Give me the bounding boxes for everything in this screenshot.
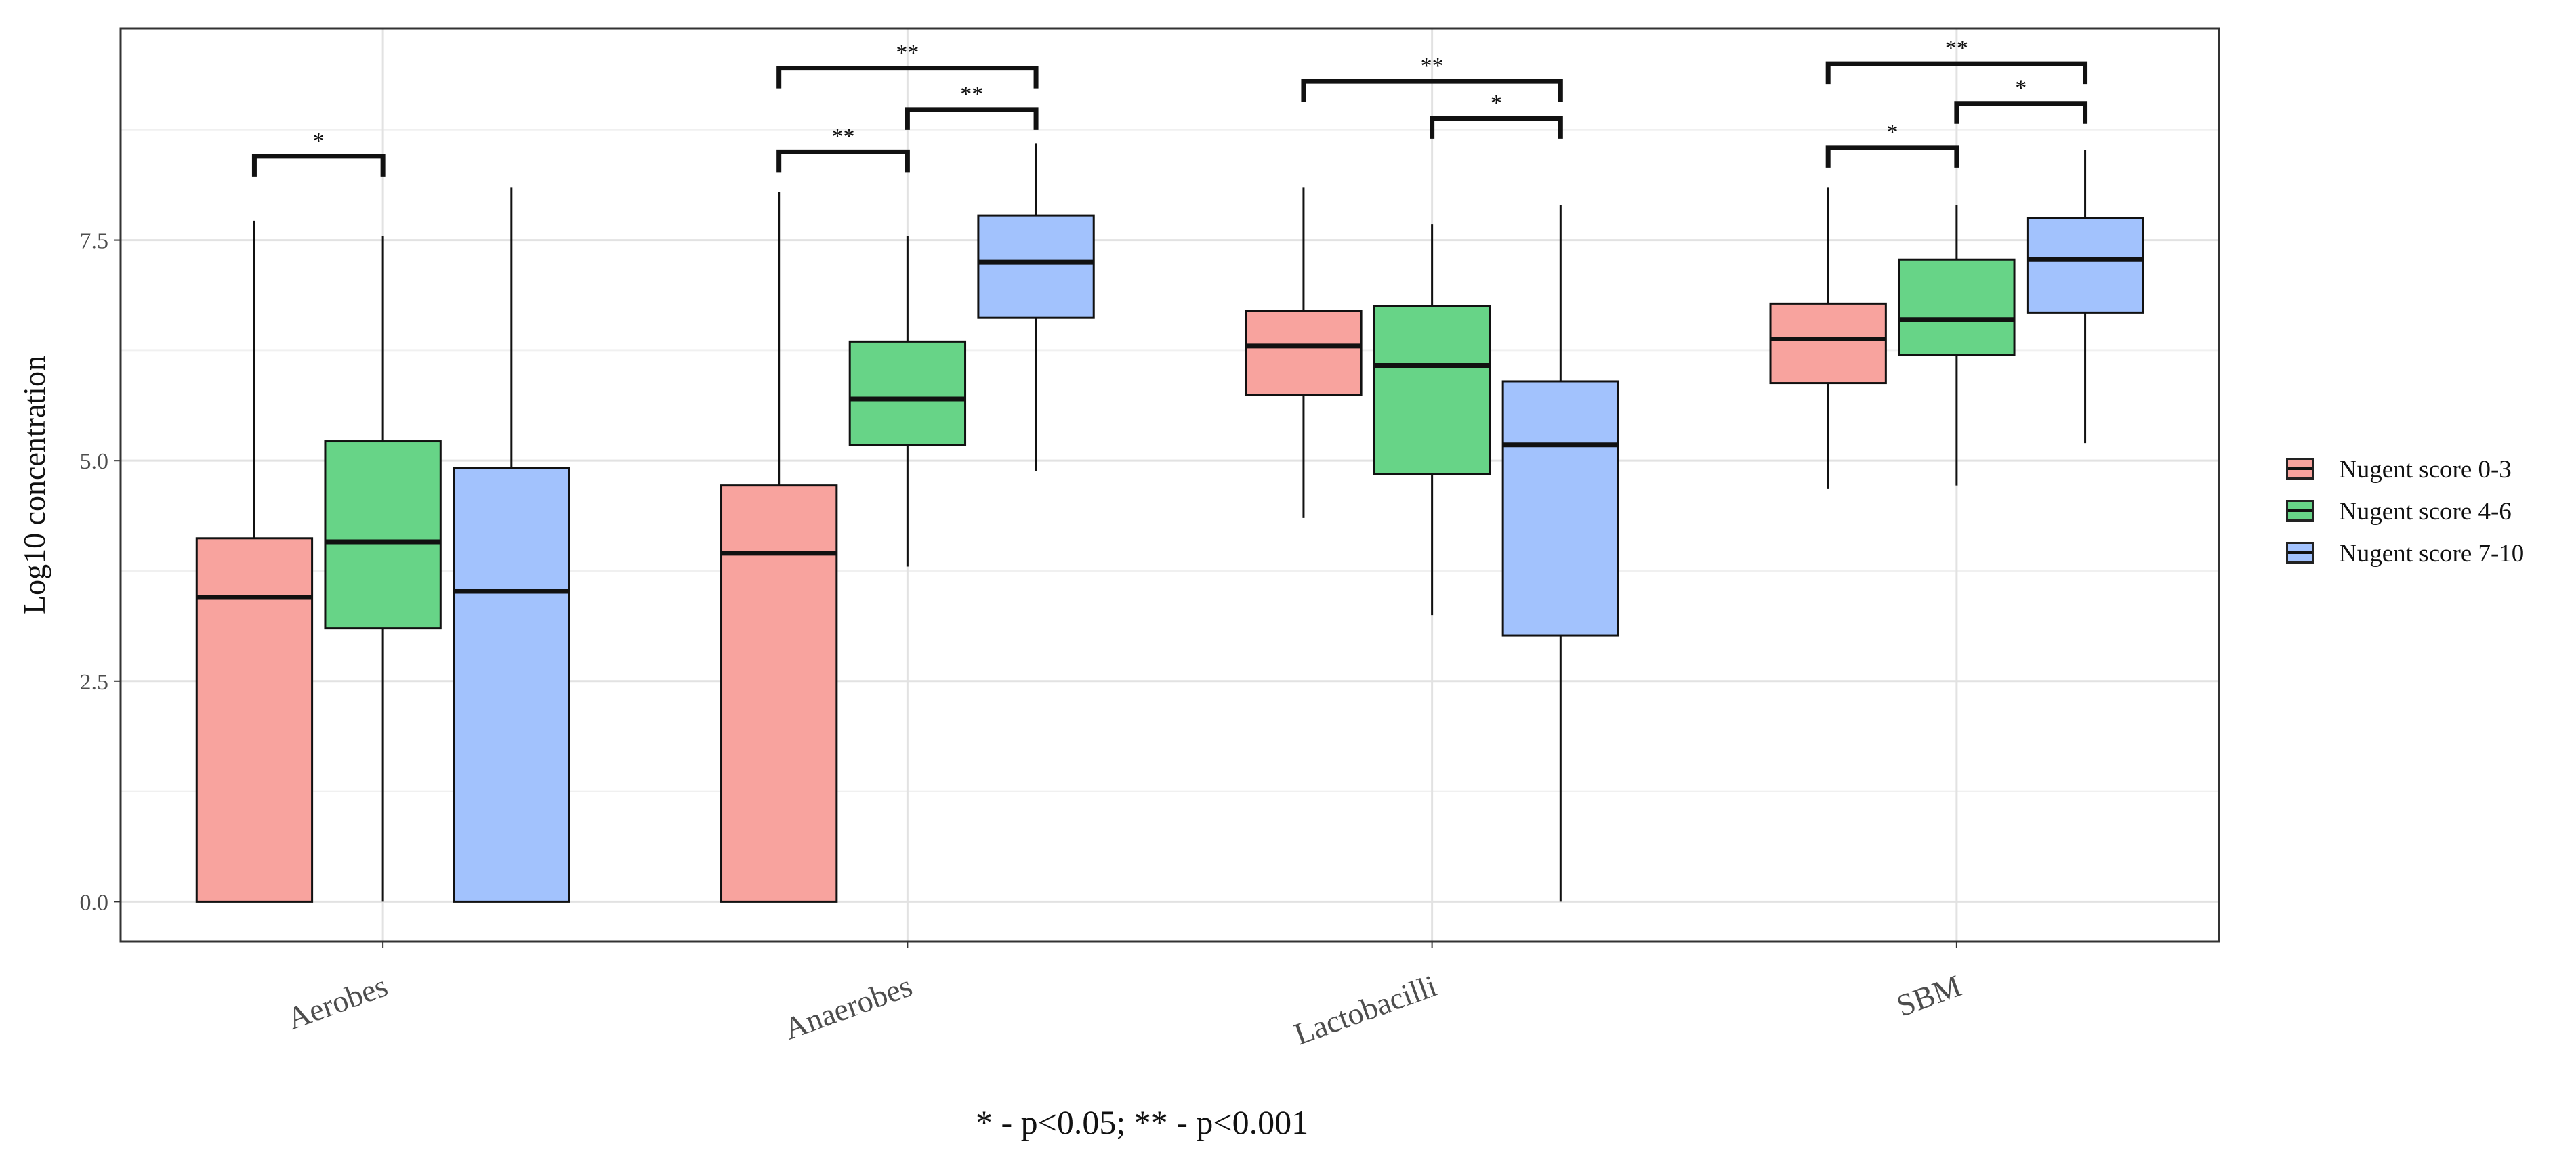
x-tick-label: Anaerobes xyxy=(780,968,917,1046)
box-sbm-series-1 xyxy=(1769,302,1887,385)
significance-label: ** xyxy=(1945,36,1968,61)
x-tick-label: Aerobes xyxy=(283,968,392,1036)
legend-key-nugent-7-10 xyxy=(2286,542,2314,564)
y-tick-label: 0.0 xyxy=(80,890,109,915)
significance-bracket xyxy=(1301,79,1563,102)
box-anaerobes-series-1 xyxy=(720,484,838,903)
box-aerobes-series-1 xyxy=(195,537,314,903)
legend-key-nugent-4-6 xyxy=(2286,500,2314,522)
significance-label: ** xyxy=(960,82,983,107)
significance-bracket xyxy=(1825,145,1959,168)
y-tick-label: 2.5 xyxy=(80,670,109,695)
legend-key-nugent-0-3 xyxy=(2286,458,2314,480)
significance-bracket xyxy=(251,154,386,177)
significance-footnote: * - p<0.05; ** - p<0.001 xyxy=(976,1103,1309,1141)
box-sbm-series-2 xyxy=(1898,258,2016,356)
box-lactobacilli-series-3 xyxy=(1501,380,1619,637)
significance-bracket xyxy=(776,66,1039,89)
x-tick-label: Lactobacilli xyxy=(1289,968,1441,1051)
box-lactobacilli-series-2 xyxy=(1373,305,1491,475)
significance-label: ** xyxy=(896,41,919,66)
box-aerobes-series-2 xyxy=(324,440,442,630)
significance-bracket xyxy=(1430,116,1563,139)
box-sbm-series-3 xyxy=(2026,217,2144,314)
significance-bracket xyxy=(905,107,1039,130)
box-aerobes-series-3 xyxy=(453,467,570,903)
y-axis-title: Log10 concentration xyxy=(17,356,51,614)
significance-bracket xyxy=(1825,61,2088,85)
box-lactobacilli-series-1 xyxy=(1245,310,1363,396)
y-tick-label: 7.5 xyxy=(80,229,109,254)
significance-label: * xyxy=(1887,120,1898,145)
significance-label: ** xyxy=(832,124,855,149)
legend-label: Nugent score 7-10 xyxy=(2339,540,2525,568)
legend-label: Nugent score 4-6 xyxy=(2339,498,2512,526)
box-anaerobes-series-3 xyxy=(977,214,1095,319)
significance-label: * xyxy=(313,129,325,154)
x-tick-label: SBM xyxy=(1892,968,1966,1023)
significance-bracket xyxy=(1954,101,2088,124)
plot-border xyxy=(119,27,2220,943)
y-tick-label: 5.0 xyxy=(80,449,109,474)
significance-label: * xyxy=(2015,76,2027,101)
significance-bracket xyxy=(776,149,910,173)
significance-label: ** xyxy=(1421,54,1444,79)
box-anaerobes-series-2 xyxy=(848,340,967,446)
significance-label: * xyxy=(1491,91,1502,116)
legend-label: Nugent score 0-3 xyxy=(2339,456,2512,484)
